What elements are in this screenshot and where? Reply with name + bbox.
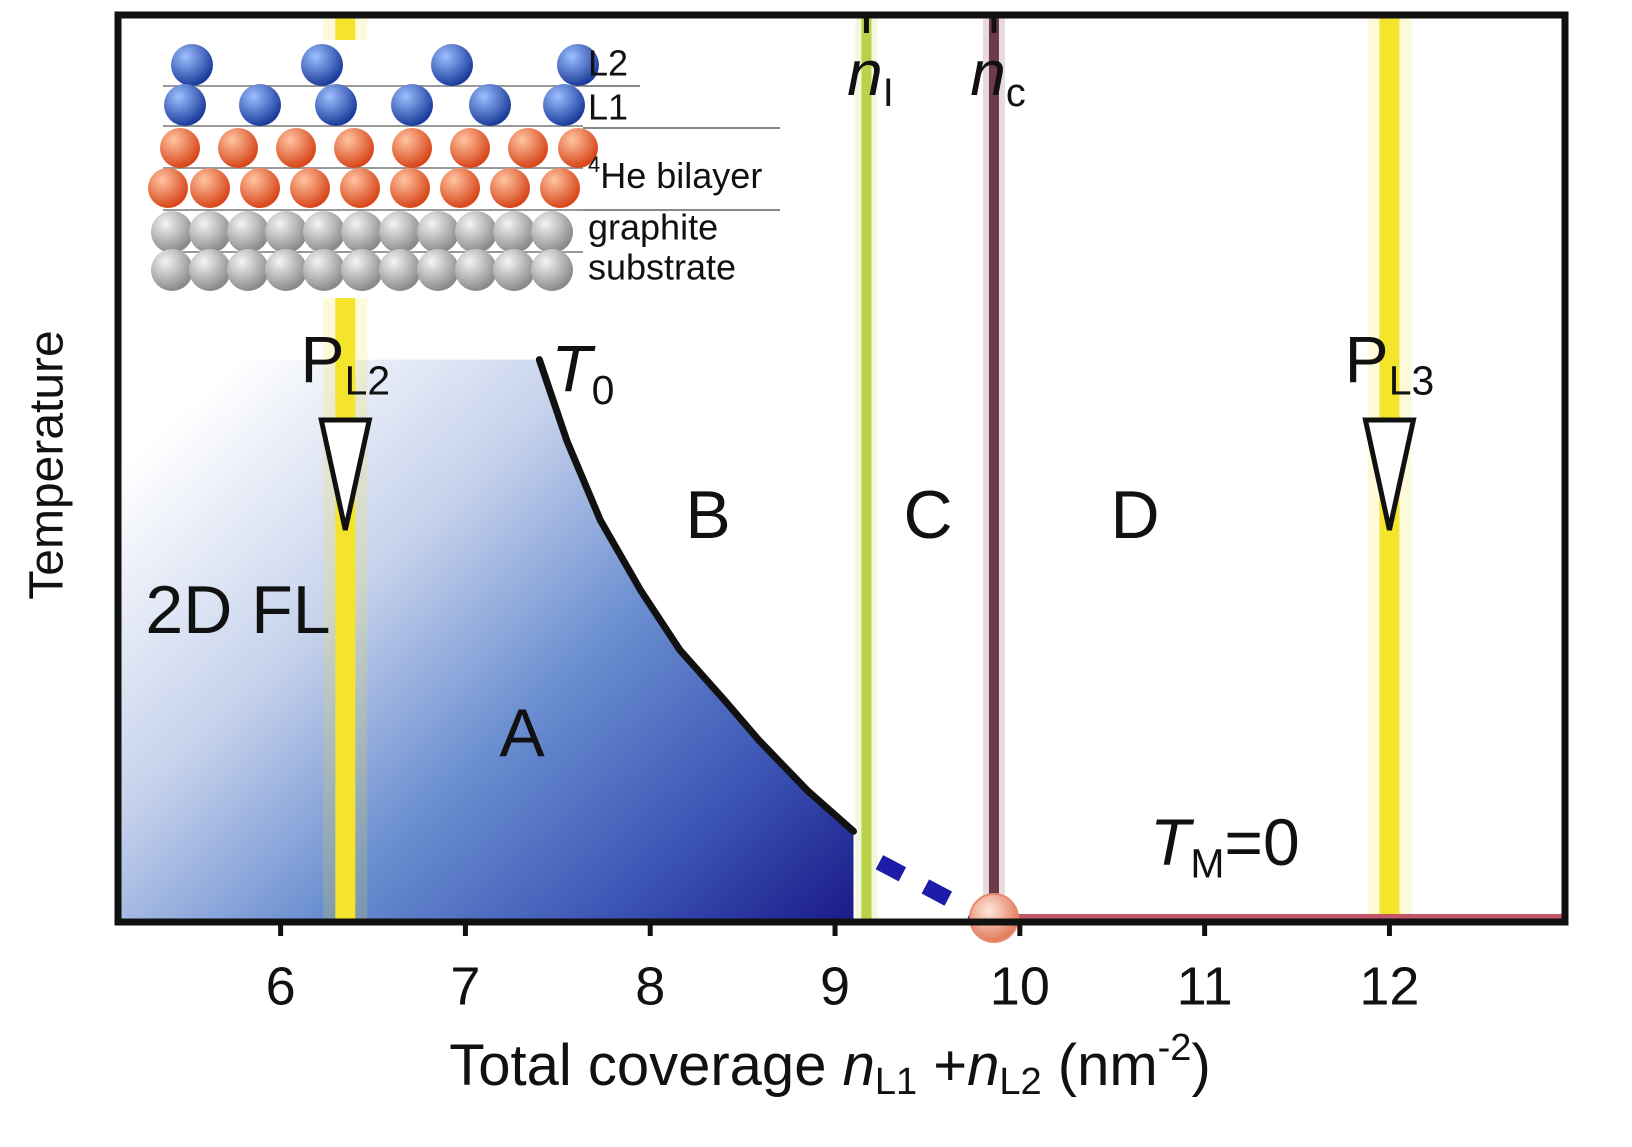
inset-label: graphite bbox=[588, 207, 718, 248]
atom bbox=[455, 249, 497, 291]
atom bbox=[334, 128, 374, 168]
atom bbox=[315, 84, 357, 126]
atom bbox=[164, 84, 206, 126]
atom bbox=[265, 249, 307, 291]
atom bbox=[469, 84, 511, 126]
atom bbox=[341, 211, 383, 253]
boundary-label: T0 bbox=[551, 332, 614, 413]
x-axis-label-part: -2 bbox=[1158, 1027, 1192, 1069]
x-axis-label-part: ) bbox=[1191, 1033, 1210, 1098]
x-tick-label: 7 bbox=[450, 956, 480, 1016]
atom bbox=[391, 84, 433, 126]
atom bbox=[218, 128, 258, 168]
region-label: 2D FL bbox=[145, 572, 330, 648]
atom bbox=[160, 128, 200, 168]
atom bbox=[303, 249, 345, 291]
atom bbox=[540, 168, 580, 208]
line-label-main: n bbox=[970, 37, 1006, 109]
inset-label: 4He bilayer bbox=[588, 152, 762, 196]
y-axis-label: Temperature bbox=[21, 330, 74, 599]
line-label: nI bbox=[847, 37, 894, 115]
tm-label-tail: =0 bbox=[1224, 805, 1299, 879]
line-label-main: P bbox=[301, 322, 345, 396]
atom bbox=[531, 211, 573, 253]
atom bbox=[340, 168, 380, 208]
atom bbox=[531, 249, 573, 291]
tm-label: TM=0 bbox=[1150, 805, 1300, 886]
x-axis-label-part: n bbox=[843, 1033, 875, 1098]
x-tick-label: 11 bbox=[1177, 956, 1233, 1016]
region-label: B bbox=[685, 477, 730, 553]
atom bbox=[455, 211, 497, 253]
x-tick-label: 8 bbox=[635, 956, 665, 1016]
region-label: D bbox=[1110, 477, 1159, 553]
atom bbox=[508, 128, 548, 168]
atom bbox=[190, 168, 230, 208]
x-axis-label-part: + bbox=[917, 1033, 967, 1098]
atom bbox=[379, 211, 421, 253]
region-label: C bbox=[903, 477, 952, 553]
x-tick-label: 12 bbox=[1359, 956, 1419, 1016]
line-label-sub: c bbox=[1006, 71, 1026, 115]
inset-label-sup: 4 bbox=[588, 152, 600, 177]
atom bbox=[417, 211, 459, 253]
chart: L2L14He bilayergraphitesubstrate nIncPL2… bbox=[0, 0, 1632, 1147]
atom bbox=[493, 249, 535, 291]
inset-label: substrate bbox=[588, 247, 736, 288]
boundary-line bbox=[879, 862, 973, 912]
atom bbox=[440, 168, 480, 208]
inset-label: L2 bbox=[588, 43, 628, 84]
atom bbox=[450, 128, 490, 168]
atom bbox=[189, 249, 231, 291]
atom bbox=[189, 211, 231, 253]
atom bbox=[431, 44, 473, 86]
tm-label-main: T bbox=[1150, 805, 1195, 879]
atom bbox=[543, 84, 585, 126]
x-axis-label: Total coverage nL1 +nL2 (nm-2) bbox=[449, 1027, 1211, 1103]
atom bbox=[392, 128, 432, 168]
inset-label: L1 bbox=[588, 87, 628, 128]
critical-point bbox=[970, 894, 1018, 942]
line-label-main: n bbox=[847, 37, 883, 109]
line-label-sub: L2 bbox=[345, 357, 391, 403]
line-label-sub: I bbox=[883, 71, 894, 115]
atom bbox=[303, 211, 345, 253]
atom bbox=[239, 84, 281, 126]
atom bbox=[493, 211, 535, 253]
x-tick-label: 6 bbox=[266, 956, 296, 1016]
x-axis-label-part: (nm bbox=[1042, 1033, 1158, 1098]
atom bbox=[227, 249, 269, 291]
x-axis-label-part: Total coverage bbox=[449, 1033, 842, 1098]
x-tick-label: 9 bbox=[820, 956, 850, 1016]
x-tick-label: 10 bbox=[990, 956, 1050, 1016]
atom bbox=[148, 168, 188, 208]
boundary-label-sub: 0 bbox=[592, 367, 615, 413]
atom bbox=[276, 128, 316, 168]
boundary-label-main: T bbox=[551, 332, 596, 406]
atom bbox=[227, 211, 269, 253]
tm-label-sub: M bbox=[1190, 840, 1224, 886]
x-axis-label-part: L1 bbox=[875, 1061, 917, 1103]
atom bbox=[390, 168, 430, 208]
atom bbox=[151, 211, 193, 253]
line-label-main: P bbox=[1345, 322, 1389, 396]
line-label: nc bbox=[970, 37, 1025, 115]
atom bbox=[240, 168, 280, 208]
region-label: A bbox=[499, 695, 545, 771]
atom bbox=[341, 249, 383, 291]
atom bbox=[171, 44, 213, 86]
atom bbox=[301, 44, 343, 86]
line-label-sub: L3 bbox=[1389, 357, 1435, 403]
inset-label-main: He bilayer bbox=[600, 155, 762, 196]
atom bbox=[151, 249, 193, 291]
atom bbox=[417, 249, 459, 291]
x-axis-label-part: L2 bbox=[999, 1061, 1041, 1103]
x-axis-label-part: n bbox=[967, 1033, 999, 1098]
page: {"chart_data": { "type": "phase-diagram"… bbox=[0, 0, 1632, 1147]
atom bbox=[290, 168, 330, 208]
atom bbox=[490, 168, 530, 208]
atom bbox=[379, 249, 421, 291]
atom bbox=[265, 211, 307, 253]
